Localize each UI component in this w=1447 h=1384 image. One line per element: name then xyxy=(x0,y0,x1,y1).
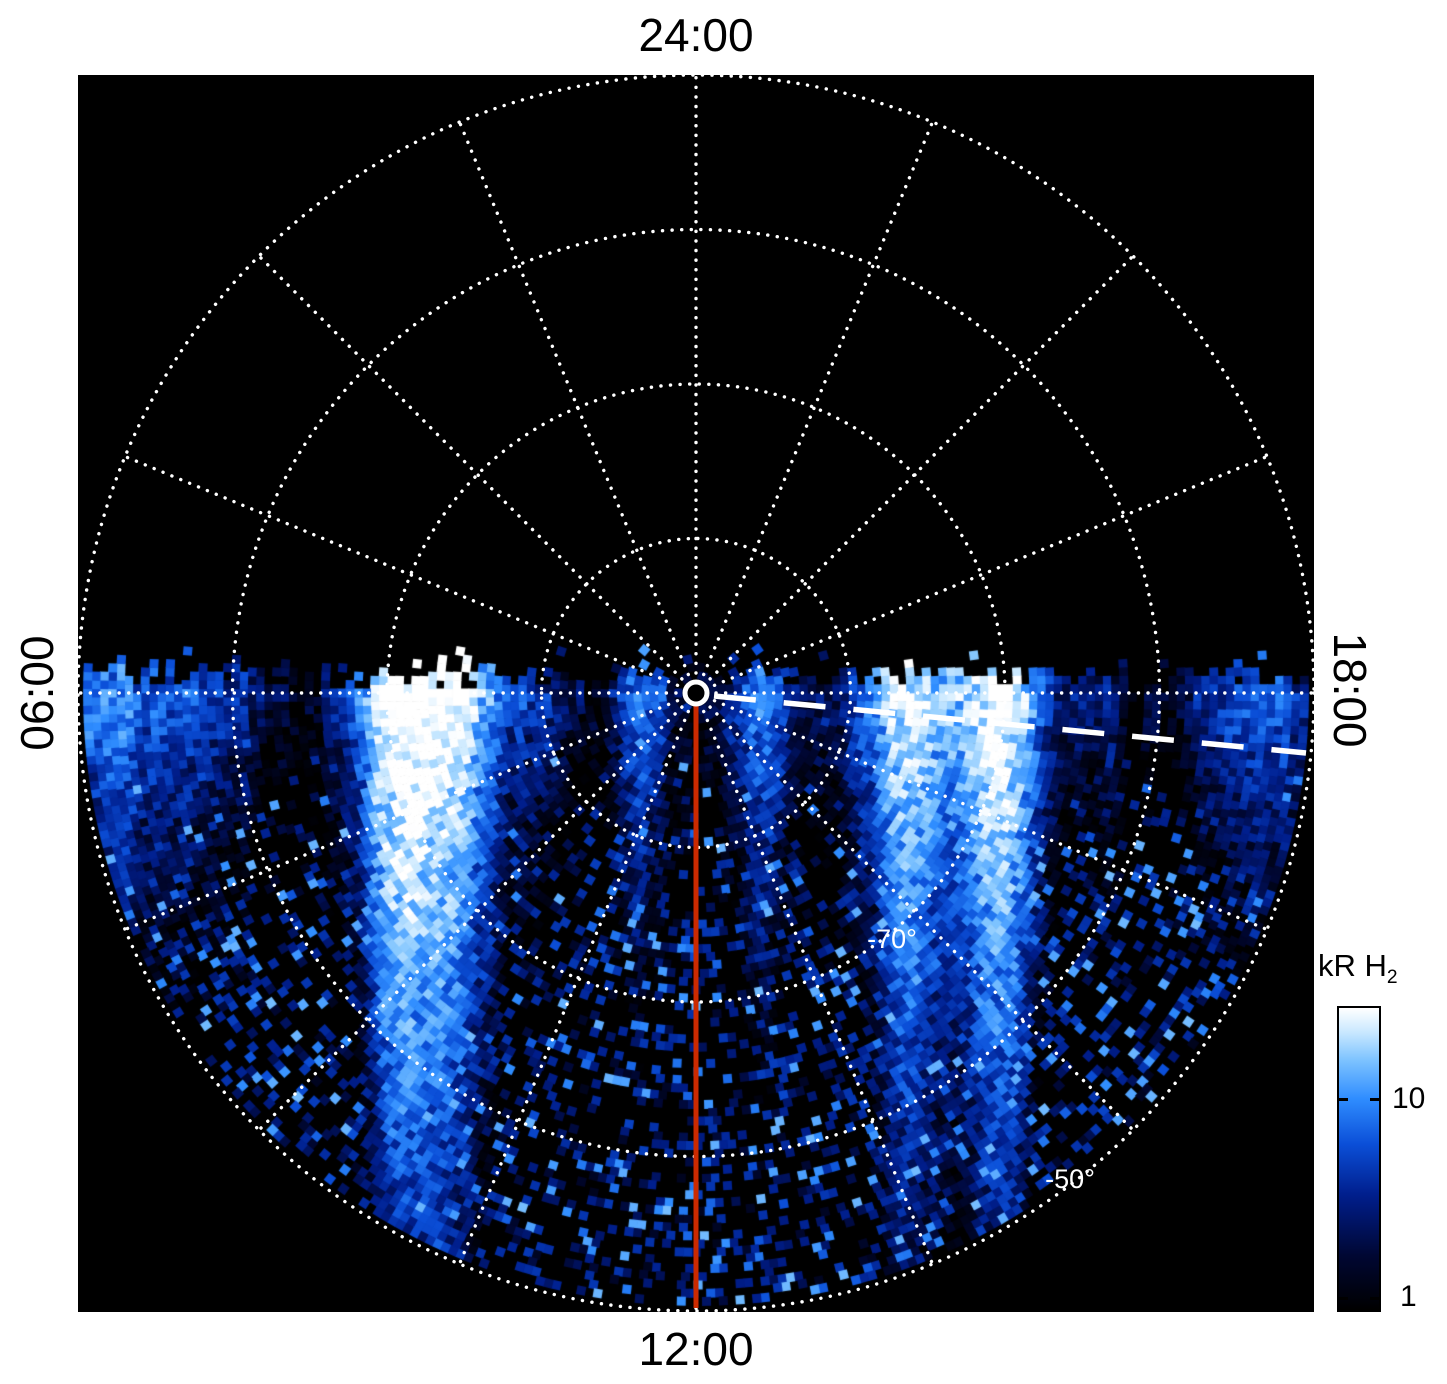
local-time-spoke-line xyxy=(124,455,680,687)
local-time-spoke-line xyxy=(712,699,1268,931)
local-time-spoke-line xyxy=(712,455,1268,687)
terminator-dashed-line xyxy=(713,693,1307,756)
local-time-spoke-line xyxy=(258,705,684,1132)
colorbar-tickmark-1-right xyxy=(1370,1297,1379,1300)
colorbar-tick-label-10: 10 xyxy=(1392,1082,1426,1115)
latitude-ring-label-50: -50° xyxy=(1045,1164,1095,1194)
local-time-spoke-line xyxy=(708,255,1135,681)
colorbar-tickmark-1-left xyxy=(1339,1297,1348,1300)
local-time-spoke-line xyxy=(708,705,1135,1132)
colorbar-title-subscript: 2 xyxy=(1386,967,1398,989)
time-label-06: 06:00 xyxy=(11,635,63,751)
time-label-18: 18:00 xyxy=(1324,632,1376,748)
colorbar-tick-label-1: 1 xyxy=(1400,1280,1417,1313)
colorbar-gradient xyxy=(1337,1006,1381,1312)
colorbar-title-text: kR H xyxy=(1318,948,1387,983)
pole-center-marker xyxy=(682,679,710,707)
colorbar-tickmark-10-right xyxy=(1370,1098,1379,1101)
local-time-spoke-line xyxy=(124,699,680,931)
local-time-spoke-line xyxy=(702,709,934,1265)
local-time-spoke-line xyxy=(458,709,690,1265)
latitude-ring-50-outer xyxy=(76,73,1316,1313)
local-time-spoke-line xyxy=(458,121,690,677)
local-time-spoke-line xyxy=(702,121,934,677)
local-time-spoke-line xyxy=(258,255,684,681)
time-label-24: 24:00 xyxy=(638,9,754,61)
colorbar-tickmark-10-left xyxy=(1339,1098,1348,1101)
time-label-12: 12:00 xyxy=(638,1323,754,1375)
colorbar-title: kR H2 xyxy=(1318,948,1398,989)
local-time-spokes xyxy=(77,74,1315,1312)
latitude-ring-label-70: -70° xyxy=(867,924,917,954)
